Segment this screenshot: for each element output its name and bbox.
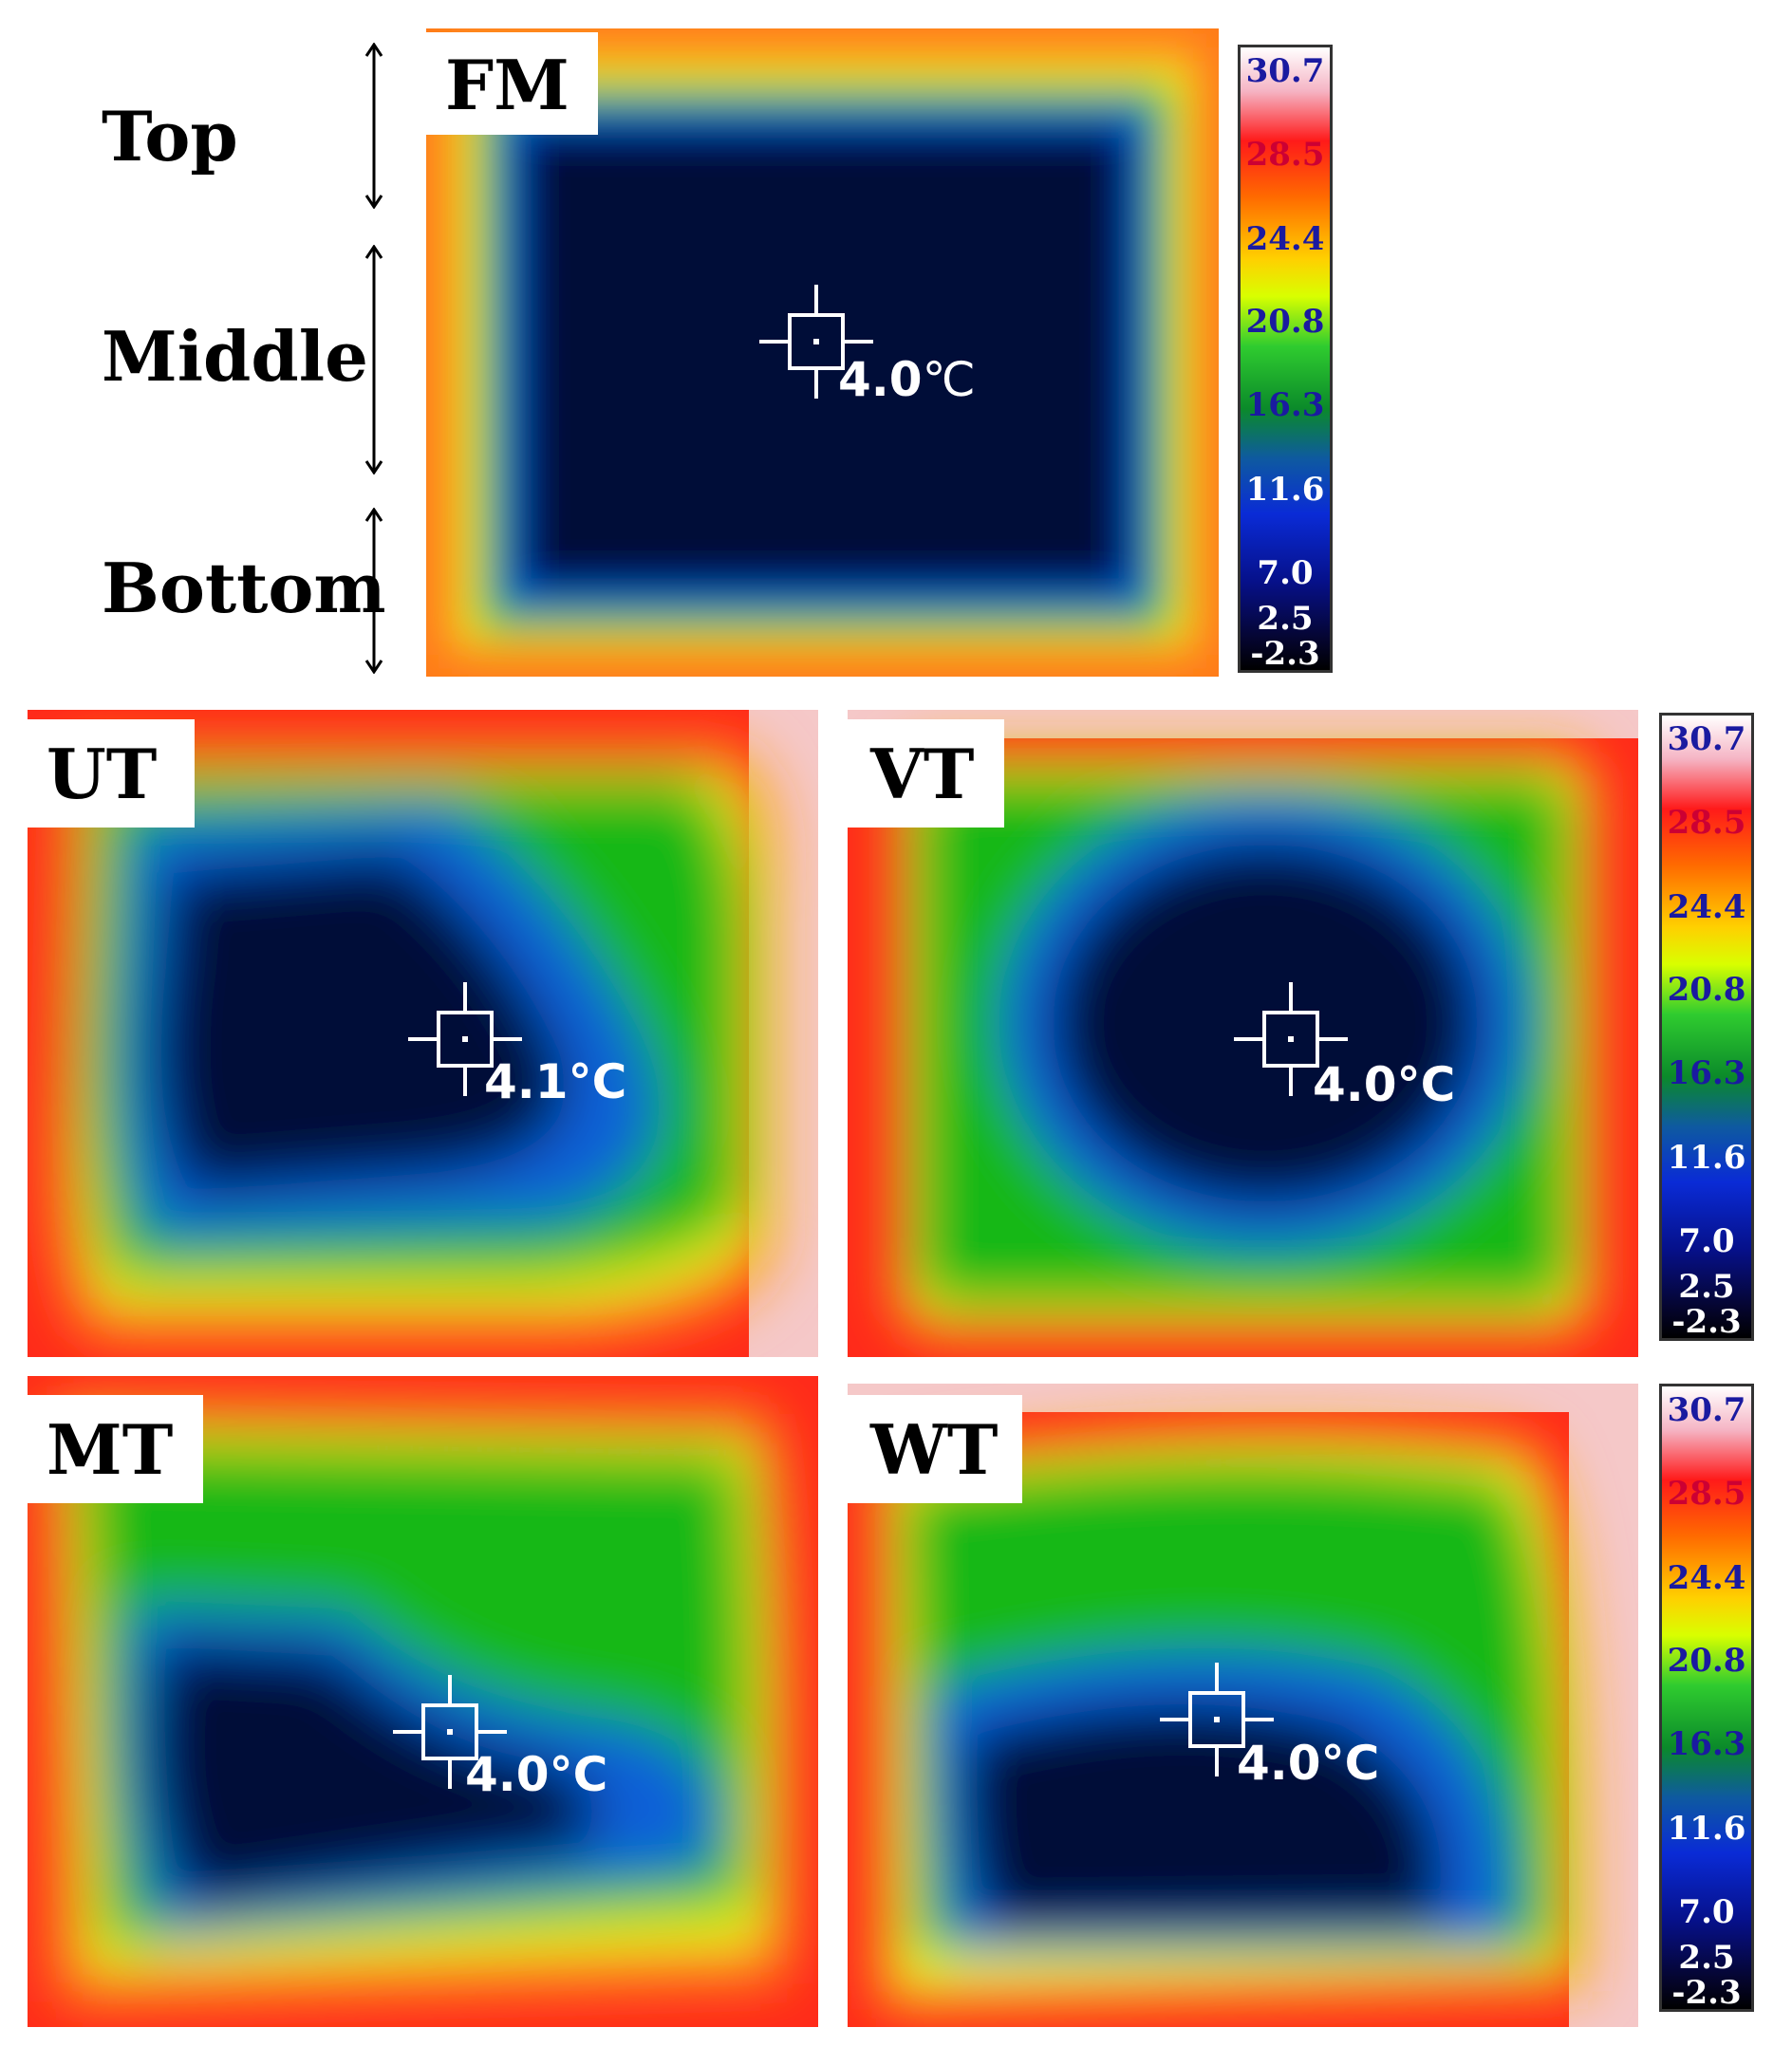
crosshair-icon xyxy=(408,982,522,1096)
temp-unit: ℃ xyxy=(922,352,976,407)
panel-label-mt: MT xyxy=(28,1395,204,1503)
thermal-image-ut xyxy=(28,710,818,1357)
temp-value: 4.0 xyxy=(838,352,923,407)
scale-tick: 2.5 xyxy=(1257,600,1314,638)
scale-tick: 30.7 xyxy=(1667,720,1746,758)
side-label-bottom: Bottom xyxy=(102,548,386,628)
scale-tick: 28.5 xyxy=(1245,136,1325,174)
color-scale-bar: 30.7 28.5 24.4 20.8 16.3 11.6 7.0 2.5 -2… xyxy=(1659,713,1754,1341)
panel-label-wt: WT xyxy=(848,1395,1023,1503)
scale-tick: 24.4 xyxy=(1667,1559,1746,1597)
color-gradient xyxy=(1241,47,1330,670)
scale-tick: 24.4 xyxy=(1245,220,1325,258)
scale-tick: 2.5 xyxy=(1678,1939,1735,1977)
scale-tick: -2.3 xyxy=(1671,1303,1742,1341)
panel-label-vt: VT xyxy=(848,719,1005,828)
scale-tick: 16.3 xyxy=(1667,1725,1746,1763)
thermal-image-mt xyxy=(28,1376,818,2027)
temp-unit: °C xyxy=(549,1747,608,1802)
scale-tick: 2.5 xyxy=(1678,1268,1735,1306)
scale-tick: 11.6 xyxy=(1667,1139,1746,1177)
scale-tick: 11.6 xyxy=(1667,1810,1746,1848)
temp-unit: °C xyxy=(568,1054,627,1109)
temp-value: 4.0 xyxy=(1237,1736,1321,1791)
temp-readout-vt: 4.0°C xyxy=(1313,1061,1455,1108)
color-gradient xyxy=(1662,716,1751,1338)
panel-label-ut: UT xyxy=(28,719,196,828)
temp-value: 4.0 xyxy=(465,1747,550,1802)
color-gradient xyxy=(1662,1386,1751,2009)
scale-tick: 20.8 xyxy=(1245,303,1325,341)
crosshair-icon xyxy=(759,285,873,399)
crosshair-icon xyxy=(393,1675,507,1789)
scale-tick: 16.3 xyxy=(1667,1054,1746,1092)
thermal-image-wt xyxy=(848,1384,1638,2027)
color-scale-bar: 30.7 28.5 24.4 20.8 16.3 11.6 7.0 2.5 -2… xyxy=(1659,1384,1754,2012)
crosshair-icon xyxy=(1234,982,1348,1096)
temp-readout-ut: 4.1°C xyxy=(484,1058,626,1106)
temp-readout-mt: 4.0°C xyxy=(465,1751,607,1798)
scale-tick: 24.4 xyxy=(1667,888,1746,926)
temp-readout-wt: 4.0°C xyxy=(1237,1739,1379,1787)
side-label-top: Top xyxy=(102,96,238,177)
crosshair-icon xyxy=(1160,1663,1274,1776)
temp-unit: °C xyxy=(1320,1736,1380,1791)
scale-tick: 11.6 xyxy=(1245,471,1325,509)
scale-tick: -2.3 xyxy=(1671,1974,1742,2012)
side-label-middle: Middle xyxy=(102,316,368,397)
double-arrow-icon xyxy=(364,245,383,474)
scale-tick: 7.0 xyxy=(1257,554,1314,592)
double-arrow-icon xyxy=(364,43,383,209)
scale-tick: 28.5 xyxy=(1667,1475,1746,1513)
scale-tick: 7.0 xyxy=(1678,1222,1735,1260)
scale-tick: 7.0 xyxy=(1678,1893,1735,1931)
temp-value: 4.0 xyxy=(1313,1057,1397,1112)
scale-tick: 16.3 xyxy=(1245,386,1325,424)
panel-label-fm: FM xyxy=(426,32,598,135)
temp-readout-fm: 4.0℃ xyxy=(838,356,976,403)
color-scale-bar: 30.7 28.5 24.4 20.8 16.3 11.6 7.0 2.5 -2… xyxy=(1238,45,1333,673)
scale-tick: 30.7 xyxy=(1245,52,1325,90)
scale-tick: 20.8 xyxy=(1667,971,1746,1009)
temp-unit: °C xyxy=(1396,1057,1456,1112)
scale-tick: 28.5 xyxy=(1667,804,1746,842)
double-arrow-icon xyxy=(364,508,383,674)
thermal-image-vt xyxy=(848,710,1638,1357)
temp-value: 4.1 xyxy=(484,1054,569,1109)
thermal-image-fm xyxy=(426,28,1219,677)
scale-tick: 20.8 xyxy=(1667,1642,1746,1680)
scale-tick: 30.7 xyxy=(1667,1391,1746,1429)
scale-tick: -2.3 xyxy=(1250,635,1320,673)
